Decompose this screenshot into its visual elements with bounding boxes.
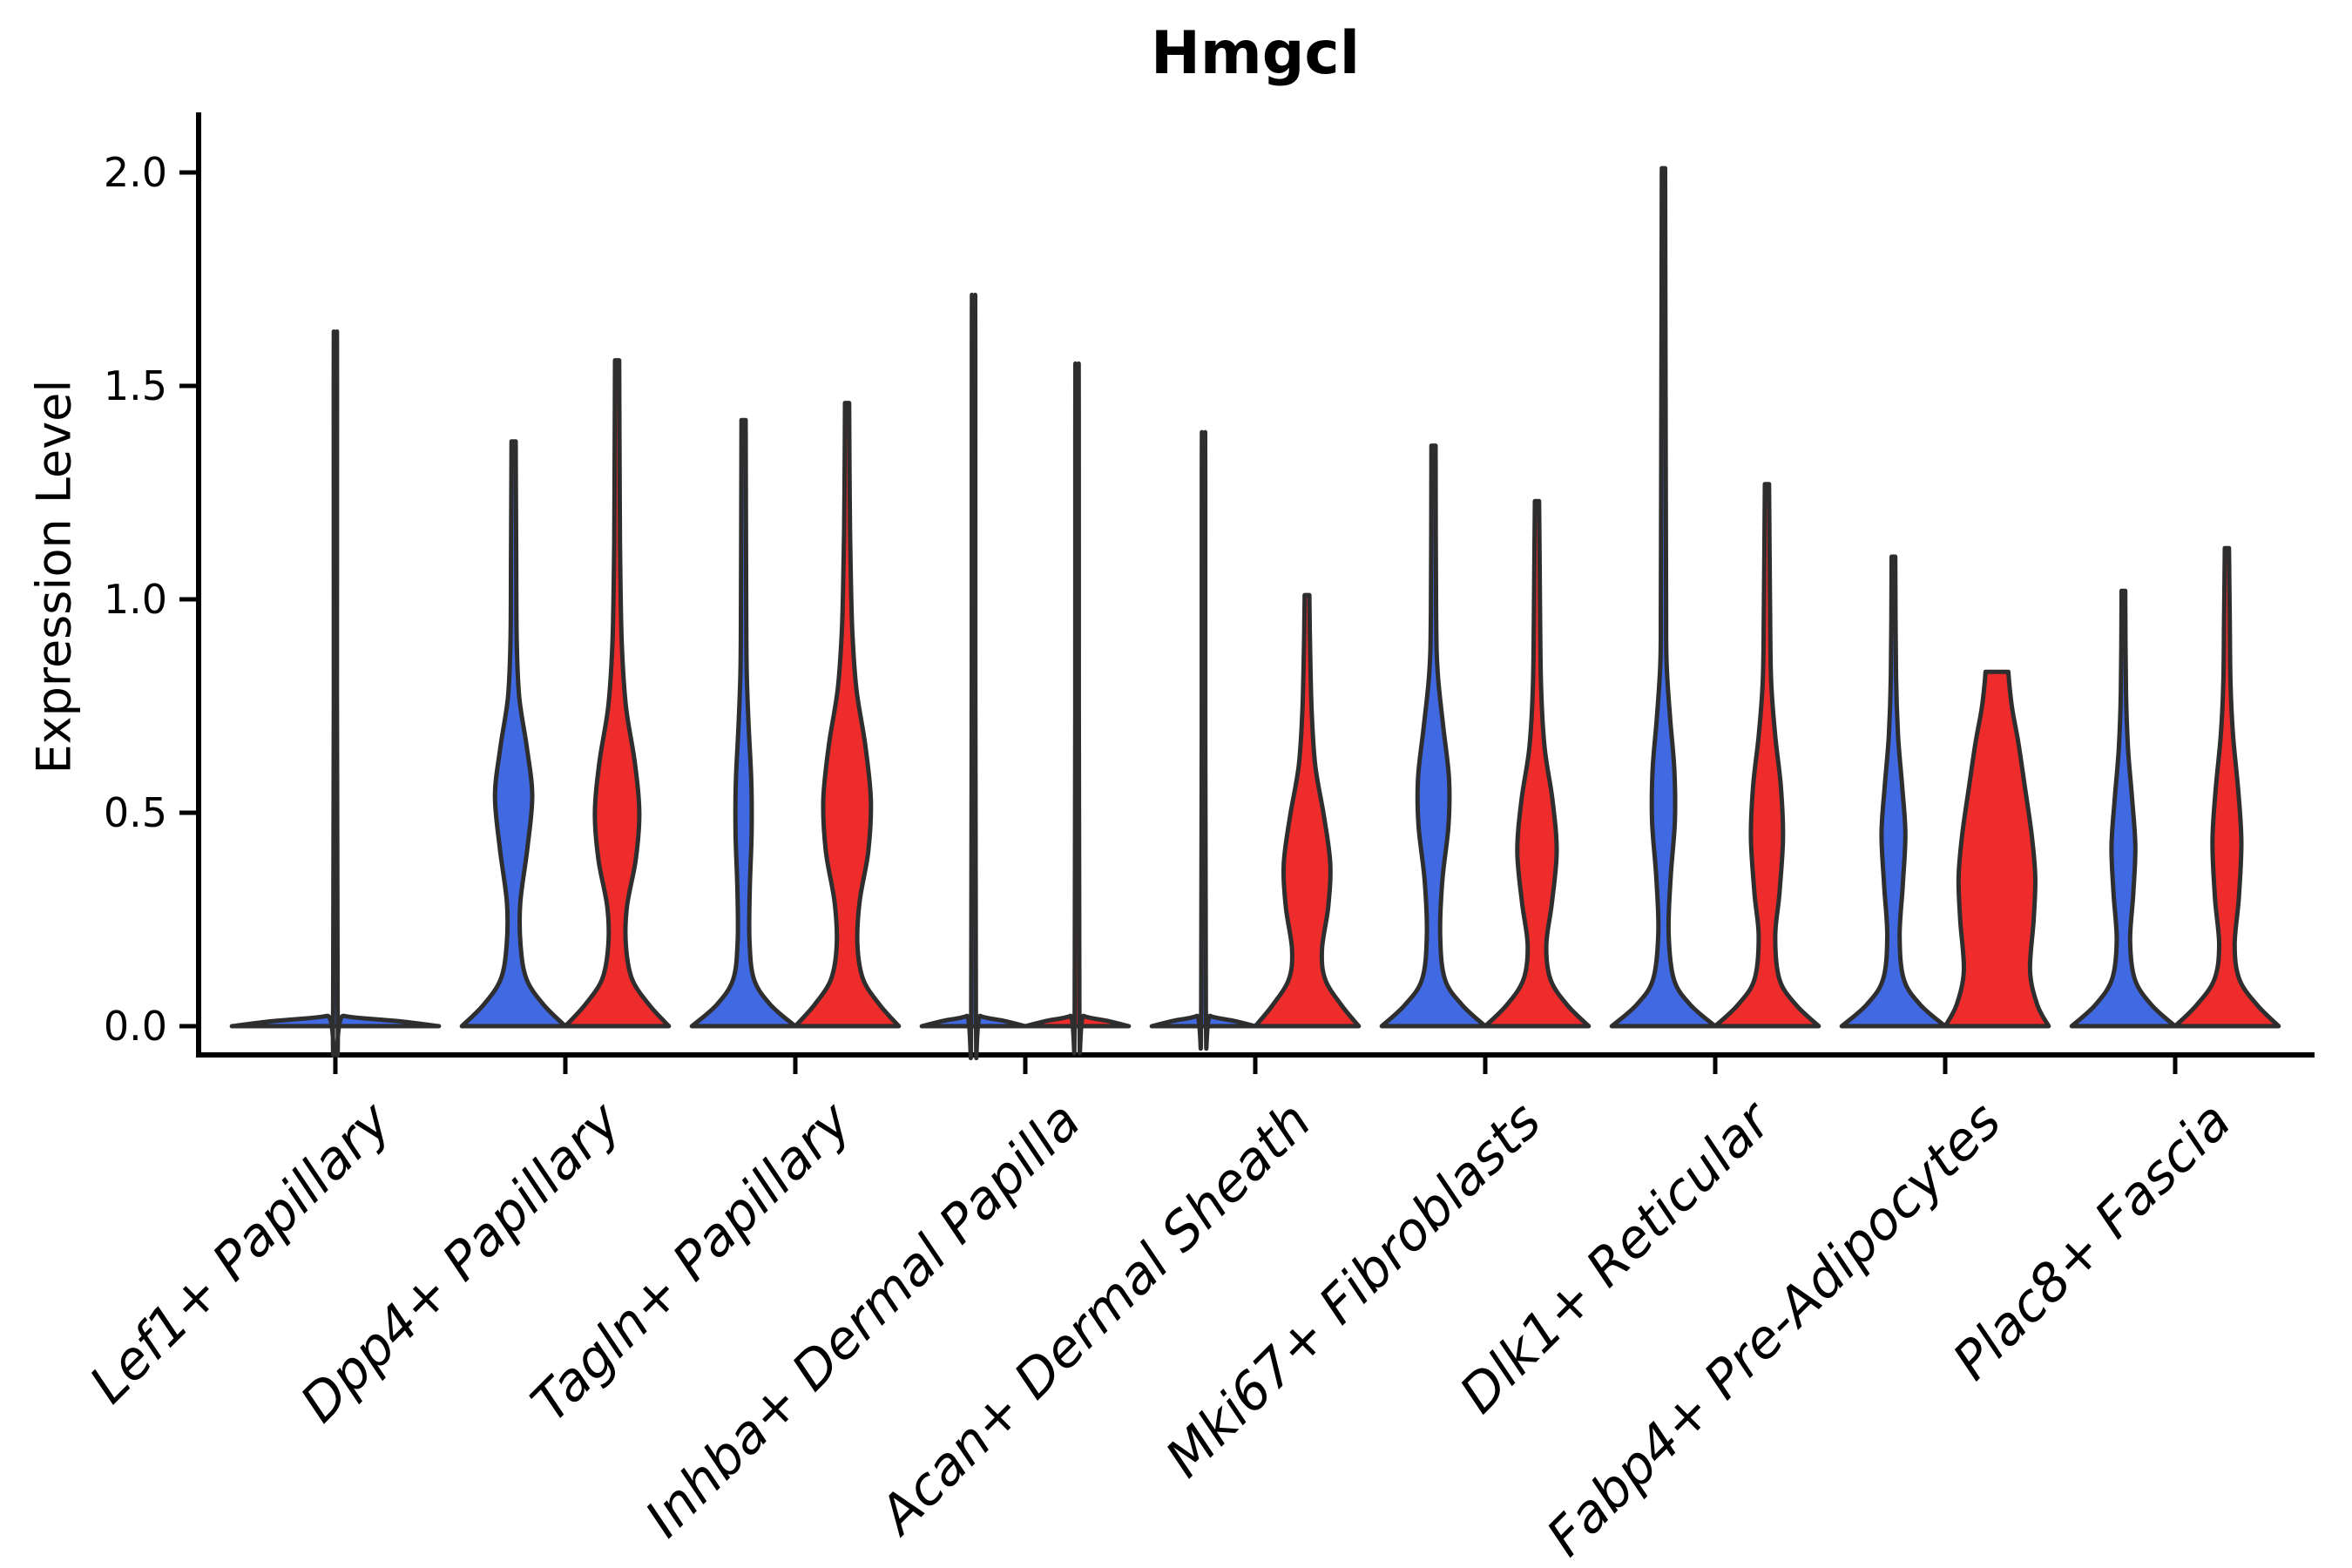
violin-plac8-fascia-red — [2173, 545, 2281, 1029]
y-tick-label-1.5: 1.5 — [103, 362, 167, 409]
y-tick-label-0.0: 0.0 — [103, 1003, 167, 1050]
y-axis-label: Expression Level — [26, 379, 82, 774]
violin-dpp4-papillary-blue — [459, 439, 568, 1029]
violin-fabp4-pre-adipocytes-red — [1943, 669, 2051, 1029]
violin-tagln-papillary-red — [793, 401, 902, 1029]
violin-tagln-papillary-blue — [689, 417, 798, 1029]
violin-dlk1-reticular-red — [1713, 482, 1821, 1029]
violin-lef1-papillary-blue — [229, 329, 442, 1058]
violin-dlk1-reticular-blue — [1609, 166, 1718, 1029]
violin-inhba-dermal-papilla-blue — [919, 293, 1028, 1060]
axes-spines — [196, 112, 2315, 1058]
y-tick-label-1.0: 1.0 — [103, 576, 167, 623]
violin-fabp4-pre-adipocytes-blue — [1839, 554, 1948, 1029]
violin-inhba-dermal-papilla-red — [1023, 361, 1132, 1056]
y-tick-label-0.5: 0.5 — [103, 789, 167, 836]
chart-title: Hmgcl — [1150, 19, 1361, 88]
violin-acan-dermal-sheath-blue — [1149, 429, 1258, 1051]
y-tick-label-2.0: 2.0 — [103, 149, 167, 196]
violin-acan-dermal-sheath-red — [1253, 592, 1362, 1029]
violin-plac8-fascia-blue — [2069, 588, 2178, 1029]
violin-mki67-fibroblasts-blue — [1379, 443, 1488, 1029]
violin-dpp4-papillary-red — [563, 358, 672, 1029]
violin-mki67-fibroblasts-red — [1483, 498, 1592, 1029]
